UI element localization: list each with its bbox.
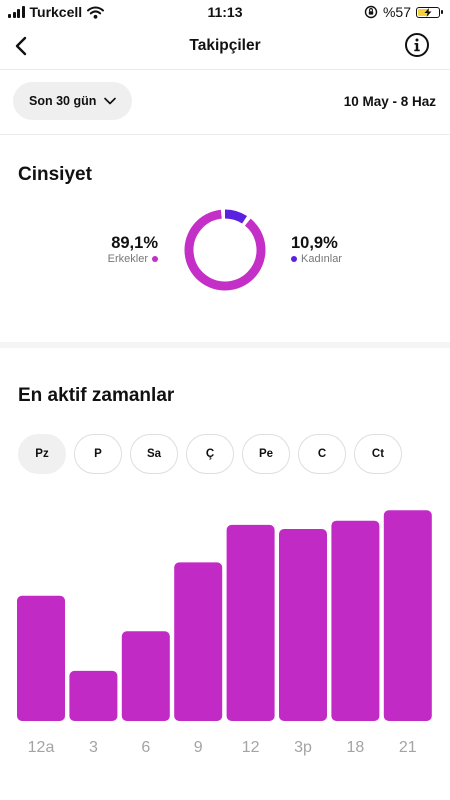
nav-divider (0, 69, 450, 70)
day-tab-pe[interactable]: Pe (242, 434, 290, 474)
day-tab-c-cedilla[interactable]: Ç (186, 434, 234, 474)
signal-icon (8, 6, 25, 18)
bar-12a (17, 595, 65, 721)
chevron-left-icon[interactable] (10, 34, 34, 58)
day-selector: Pz P Sa Ç Pe C Ct (18, 434, 402, 474)
filter-divider (0, 134, 450, 135)
x-tick-label: 3p (294, 739, 312, 756)
date-range-text: 10 May - 8 Haz (343, 94, 436, 109)
female-label: Kadınlar (301, 253, 342, 265)
date-range-dropdown-label: Son 30 gün (29, 94, 97, 108)
chevron-down-icon (104, 97, 117, 105)
bar-12 (226, 524, 275, 721)
x-tick-label: 21 (399, 739, 417, 756)
gender-donut-chart (184, 209, 266, 291)
status-time: 11:13 (207, 4, 243, 20)
x-tick-label: 12a (28, 739, 55, 756)
male-legend: Erkekler (108, 253, 158, 265)
donut-female-segment (184, 209, 266, 291)
day-tab-sa[interactable]: Sa (130, 434, 178, 474)
carrier-name: Turkcell (29, 4, 83, 20)
date-range-dropdown[interactable]: Son 30 gün (13, 82, 133, 120)
battery-percent: %57 (382, 4, 411, 20)
orientation-lock-icon (364, 5, 378, 19)
active-times-bar-chart: 12a 3 6 9 12 3p 18 21 (17, 510, 432, 756)
bar-9 (174, 562, 223, 721)
male-label: Erkekler (107, 253, 148, 265)
bar-18 (331, 520, 380, 721)
x-tick-label: 9 (194, 739, 203, 756)
bar-3p (279, 529, 327, 721)
navigation-bar: Takipçiler (0, 24, 450, 68)
male-color-dot (152, 256, 158, 262)
active-times-title: En aktif zamanlar (18, 385, 175, 406)
day-tab-p[interactable]: P (74, 434, 122, 474)
female-color-dot (291, 256, 297, 262)
status-right: %57 (364, 4, 443, 20)
battery-icon (416, 6, 443, 18)
gender-section-title: Cinsiyet (18, 164, 92, 185)
day-tab-c[interactable]: C (298, 434, 346, 474)
bar-3 (69, 670, 118, 721)
section-separator (0, 342, 450, 348)
bar-6 (121, 631, 170, 721)
x-tick-label: 12 (242, 739, 260, 756)
x-tick-label: 18 (347, 739, 365, 756)
info-icon[interactable] (404, 32, 430, 58)
female-legend: Kadınlar (291, 253, 342, 265)
male-percent: 89,1% (111, 234, 158, 252)
status-bar: Turkcell 11:13 %57 (0, 0, 450, 24)
x-tick-label: 3 (89, 739, 98, 756)
day-tab-pz[interactable]: Pz (18, 434, 66, 474)
bar-21 (383, 510, 432, 721)
page-title: Takipçiler (189, 37, 261, 54)
status-left: Turkcell (8, 4, 105, 20)
x-tick-label: 6 (141, 739, 150, 756)
wifi-icon (87, 6, 105, 19)
female-percent: 10,9% (291, 234, 338, 252)
day-tab-ct[interactable]: Ct (354, 434, 402, 474)
